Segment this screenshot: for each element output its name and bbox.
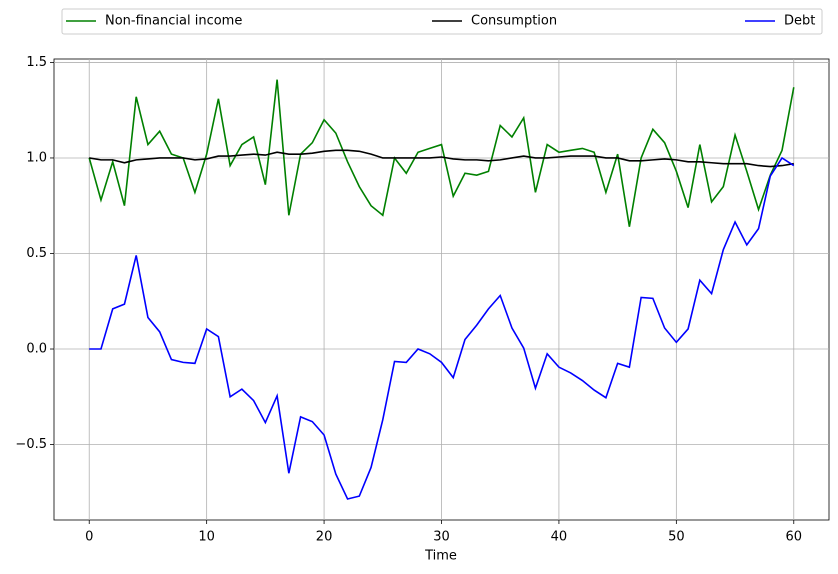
y-tick-label: −0.5 <box>15 437 47 452</box>
legend: Non-financial income Consumption Debt <box>61 8 823 35</box>
x-tick-label: 50 <box>668 530 685 545</box>
legend-label: Consumption <box>471 14 557 29</box>
x-tick-label: 10 <box>198 530 215 545</box>
x-axis-label: Time <box>424 549 457 564</box>
y-tick-label: 0.0 <box>26 342 47 357</box>
legend-label: Non-financial income <box>105 14 242 29</box>
y-tick-label: 1.0 <box>26 150 47 165</box>
x-tick-label: 60 <box>785 530 802 545</box>
y-tick-label: 0.5 <box>26 246 47 261</box>
data-line <box>89 149 794 168</box>
legend-label: Debt <box>784 14 815 29</box>
y-tick-label: 1.5 <box>26 55 47 70</box>
x-tick-label: 20 <box>316 530 333 545</box>
x-tick-label: 40 <box>551 530 568 545</box>
x-tick-label: 0 <box>85 530 93 545</box>
data-line <box>88 79 795 227</box>
x-tick-label: 30 <box>433 530 450 545</box>
data-line <box>89 156 795 500</box>
